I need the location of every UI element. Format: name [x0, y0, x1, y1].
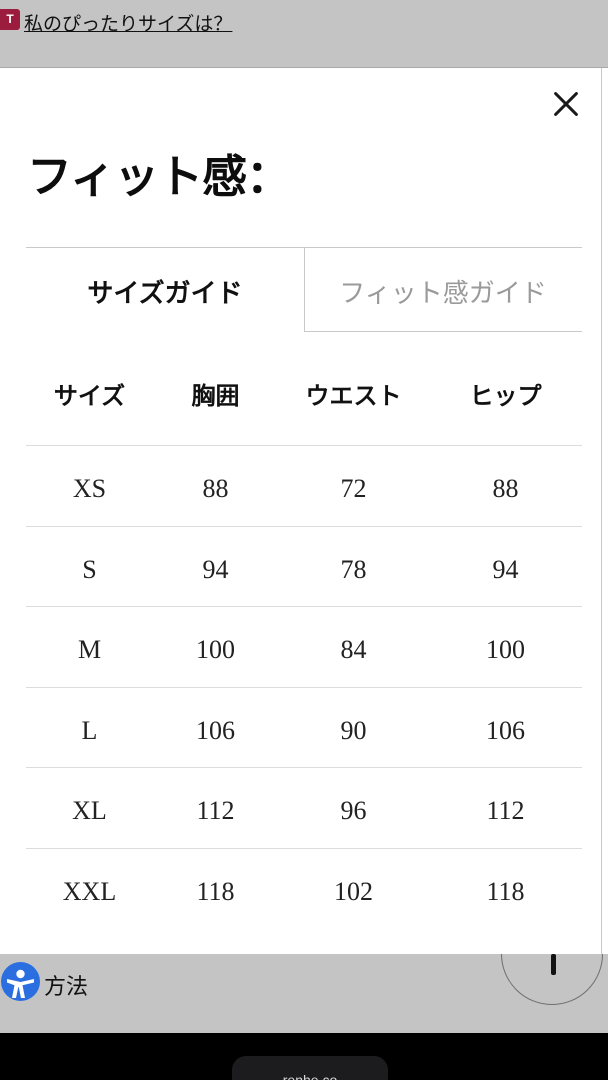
svg-text:T: T — [6, 12, 14, 26]
